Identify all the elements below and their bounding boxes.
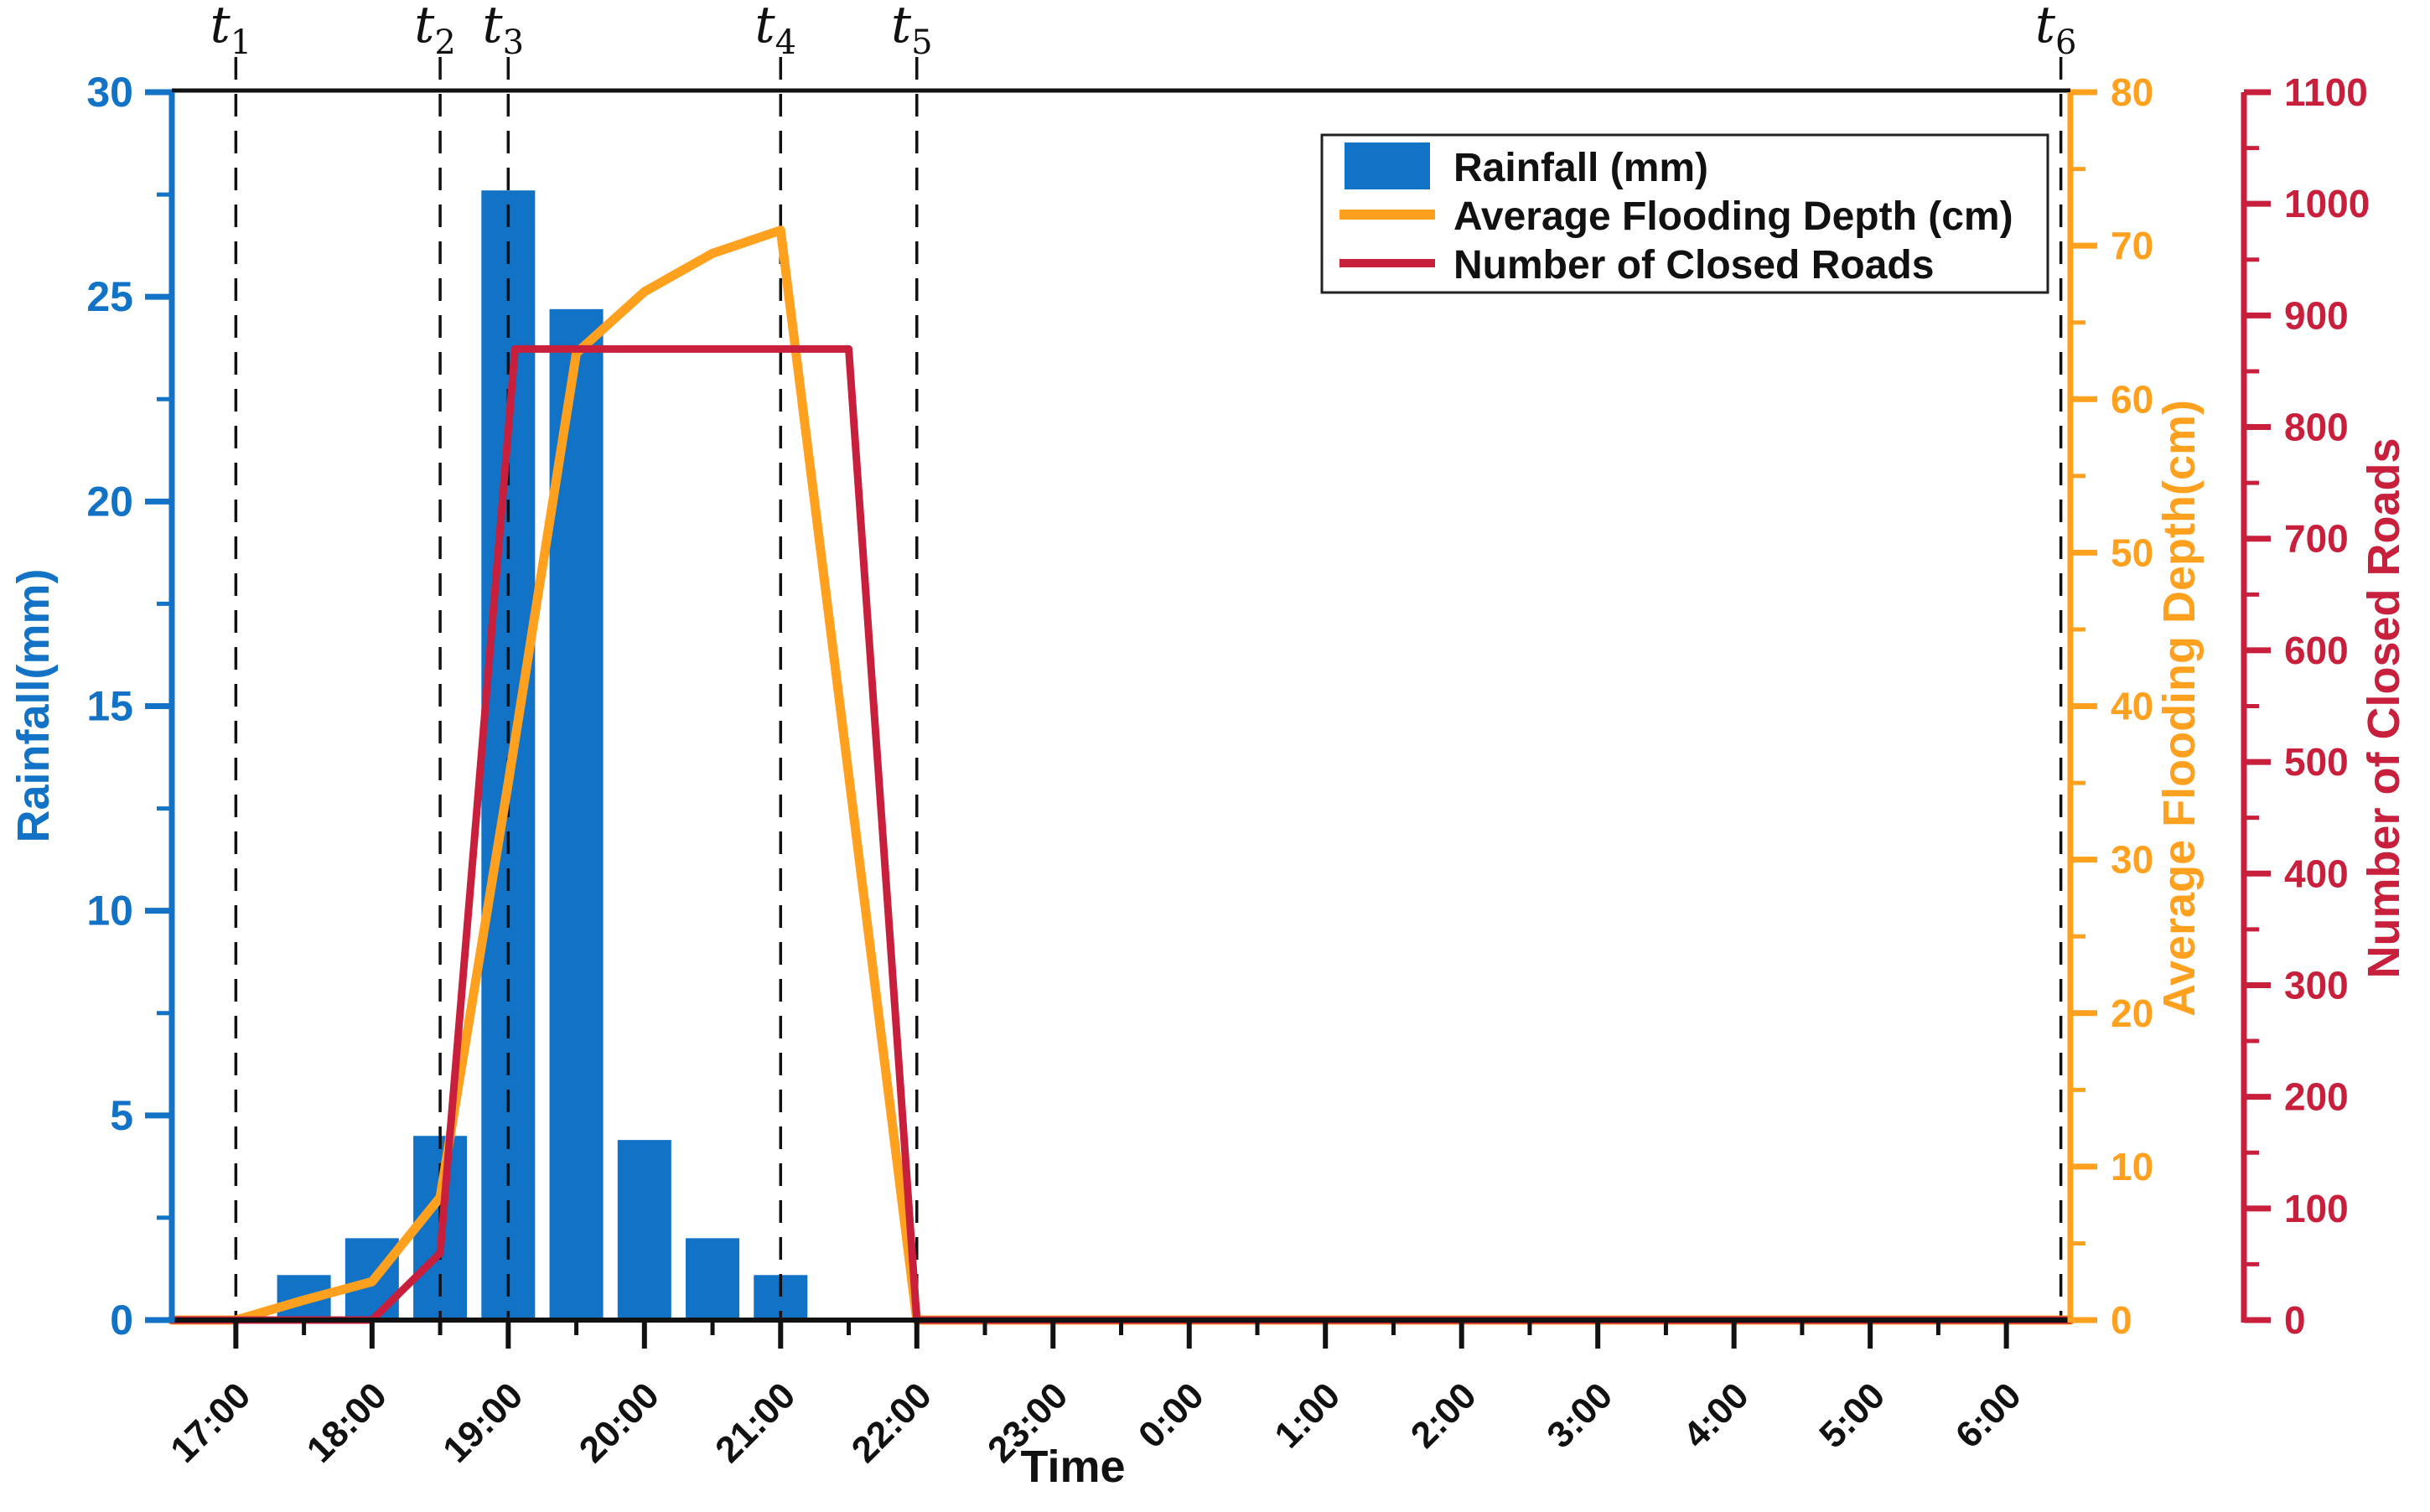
roads-tick-label: 100 xyxy=(2284,1187,2349,1230)
y-axis-title-rainfall: Rainfall(mm) xyxy=(8,568,59,842)
t-marker-label: t2 xyxy=(414,0,456,62)
t-marker-label: t3 xyxy=(483,0,525,62)
roads-tick-label: 900 xyxy=(2284,293,2349,337)
t-marker-lines xyxy=(234,57,2063,1320)
legend-label-flooding: Average Flooding Depth (cm) xyxy=(1453,194,2013,239)
t-marker-label: t5 xyxy=(891,0,933,62)
flooding-tick-label: 30 xyxy=(2111,838,2153,882)
rainfall-bar xyxy=(617,1140,671,1320)
axis-ticks xyxy=(145,89,2271,1349)
roads-tick-label: 200 xyxy=(2284,1075,2349,1119)
flooding-tick-label: 80 xyxy=(2111,70,2153,114)
roads-tick-label: 1000 xyxy=(2284,182,2370,225)
flooding-tick-label: 20 xyxy=(2111,992,2153,1035)
rainfall-tick-label: 20 xyxy=(86,478,133,525)
roads-tick-label: 400 xyxy=(2284,852,2349,895)
flooding-tick-label: 60 xyxy=(2111,377,2153,421)
roads-tick-label: 800 xyxy=(2284,406,2349,449)
flooding-line xyxy=(167,225,2075,1325)
x-axis-title: Time xyxy=(1020,1442,1125,1492)
t-marker-labels: t1 t2 t3 t4 t5 t6 xyxy=(210,0,2077,62)
rainfall-tick-label: 15 xyxy=(86,683,133,730)
t-marker-label: t6 xyxy=(2035,0,2077,62)
t-marker-label: t4 xyxy=(755,0,797,62)
legend-label-rainfall: Rainfall (mm) xyxy=(1453,146,1708,190)
roads-tick-label: 1100 xyxy=(2284,70,2368,114)
roads-tick-label: 300 xyxy=(2284,963,2349,1007)
roads-tick-label: 500 xyxy=(2284,740,2349,784)
y-axis-title-roads: Number of Closed Roads xyxy=(2359,438,2409,978)
roads-tick-label: 600 xyxy=(2284,629,2349,672)
rainfall-tick-label: 10 xyxy=(86,888,133,935)
roads-tick-label: 700 xyxy=(2284,517,2349,561)
rainfall-tick-label: 5 xyxy=(110,1092,133,1139)
rainfall-tick-label: 30 xyxy=(86,69,133,116)
flooding-tick-label: 70 xyxy=(2111,224,2153,267)
flooding-tick-label: 40 xyxy=(2111,685,2153,728)
legend-box xyxy=(1320,133,2049,294)
legend: Rainfall (mm) Average Flooding Depth (cm… xyxy=(1320,133,2049,294)
legend-label-roads: Number of Closed Roads xyxy=(1453,243,1934,287)
rainfall-tick-label: 0 xyxy=(110,1297,133,1344)
rainfall-tick-label: 25 xyxy=(86,273,133,320)
flooding-tick-label: 50 xyxy=(2111,531,2153,574)
flooding-tick-label: 0 xyxy=(2111,1298,2132,1342)
y-axis-title-flooding: Average Flooding Depth(cm) xyxy=(2154,400,2205,1017)
t-marker-label: t1 xyxy=(210,0,252,62)
legend-swatch-rainfall xyxy=(1345,142,1430,189)
rainfall-bar xyxy=(686,1238,740,1320)
roads-tick-label: 0 xyxy=(2284,1298,2306,1342)
flooding-tick-label: 10 xyxy=(2111,1145,2153,1188)
